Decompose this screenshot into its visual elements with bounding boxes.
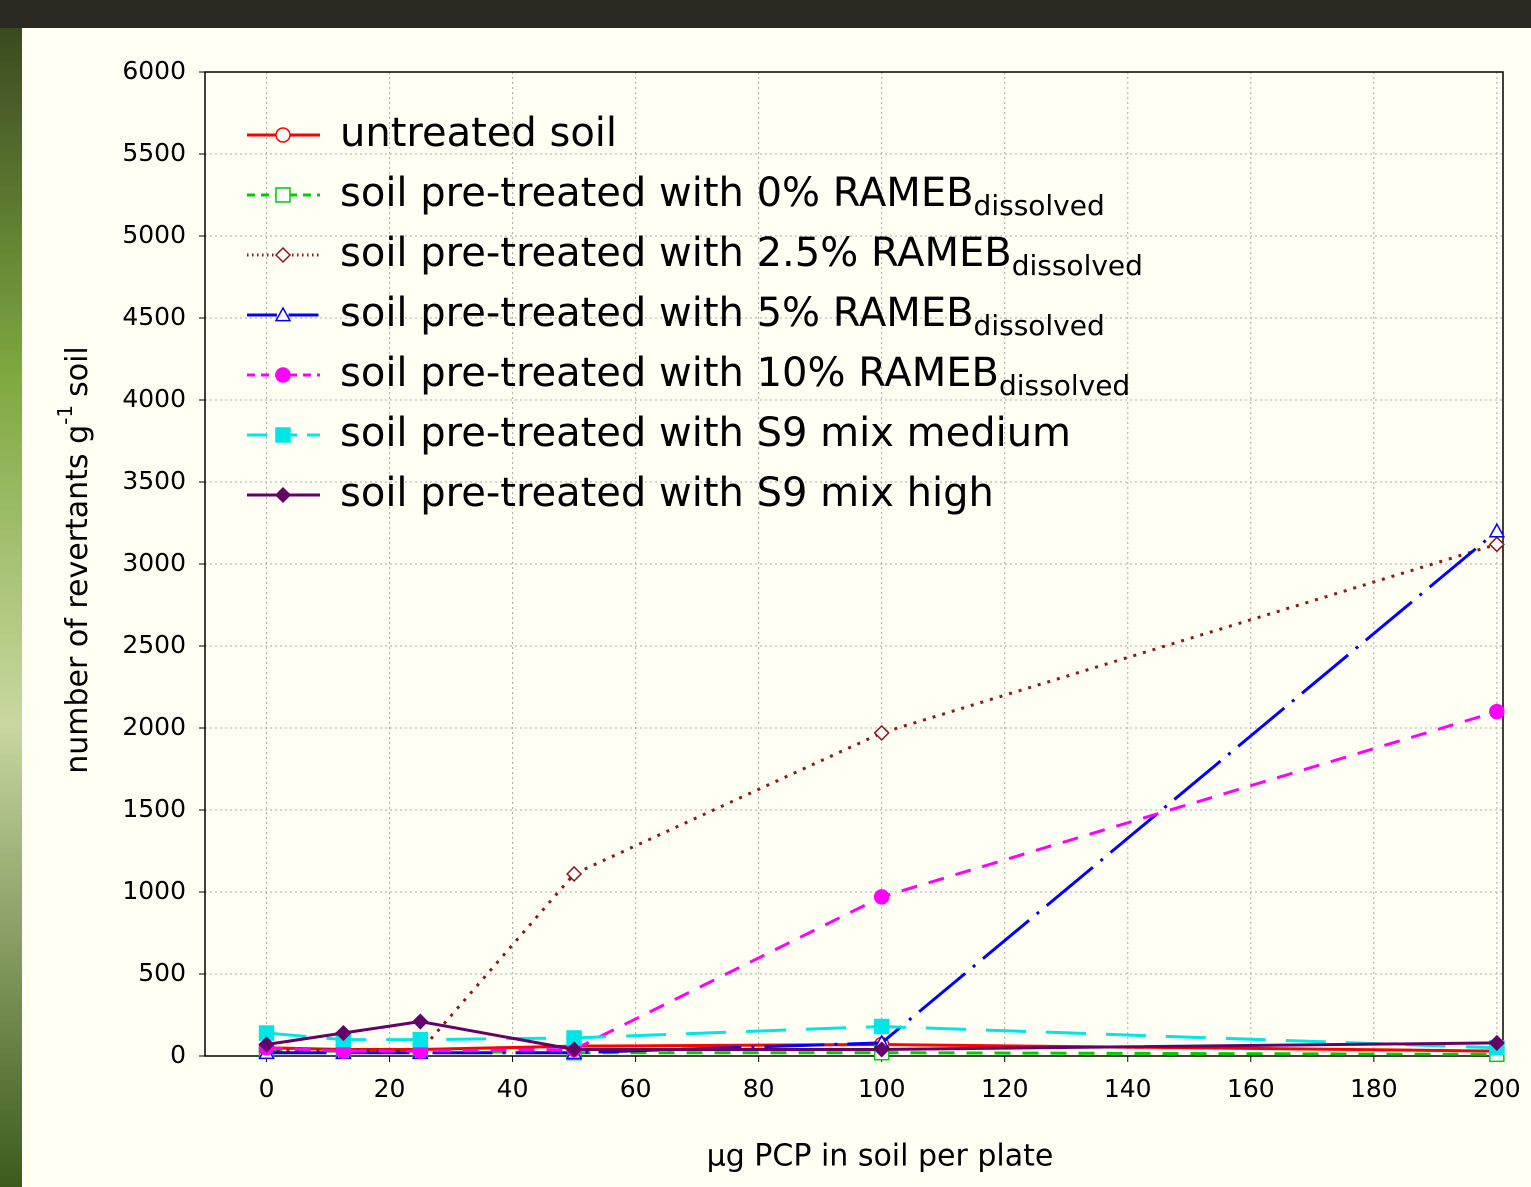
y-tick-label: 3000 (122, 548, 186, 577)
series-line (266, 1020, 1497, 1051)
marker (566, 865, 583, 883)
background-photo (0, 0, 1531, 28)
legend-name: soil pre-treated with 10% RAMEB (340, 350, 999, 396)
series-line (266, 1024, 1497, 1050)
marker (1488, 522, 1506, 538)
series-line (266, 710, 1498, 1053)
x-tick-label: 100 (858, 1074, 906, 1103)
y-tick-label: 5500 (122, 138, 186, 167)
series-line (266, 530, 1498, 1055)
legend-name: soil pre-treated with S9 mix high (340, 470, 994, 516)
y-tick-label: 4500 (122, 302, 186, 331)
legend-label: untreated soil (340, 110, 617, 156)
x-tick-label: 40 (497, 1074, 529, 1103)
marker (873, 1041, 890, 1058)
legend-label: soil pre-treated with S9 mix medium (340, 410, 1071, 456)
legend-marker (275, 187, 291, 203)
y-axis-title-sup: -1 (53, 405, 77, 425)
legend-label: soil pre-treated with 0% RAMEBdissolved (340, 170, 1105, 222)
legend-marker (275, 127, 291, 143)
legend-label: soil pre-treated with S9 mix high (340, 470, 994, 516)
legend-marker (274, 246, 292, 264)
legend-label: soil pre-treated with 5% RAMEBdissolved (340, 290, 1105, 342)
marker (873, 724, 890, 741)
legend-name: soil pre-treated with 2.5% RAMEB (340, 230, 1012, 276)
marker (566, 1041, 583, 1058)
x-tick-label: 200 (1473, 1074, 1521, 1103)
marker (1489, 703, 1505, 720)
y-tick-label: 2000 (122, 712, 186, 741)
legend-name: soil pre-treated with S9 mix medium (340, 410, 1071, 456)
marker (258, 1036, 275, 1053)
legend-subscript: dissolved (1012, 249, 1143, 282)
marker (1488, 536, 1505, 553)
y-tick-label: 5000 (122, 220, 186, 249)
y-tick-label: 500 (138, 958, 186, 987)
marker (873, 889, 890, 905)
y-tick-label: 2500 (122, 630, 186, 659)
y-axis-title-suffix: soil (60, 346, 95, 397)
legend-label: soil pre-treated with 10% RAMEBdissolved (340, 350, 1130, 402)
x-tick-label: 140 (1104, 1074, 1152, 1103)
y-tick-label: 0 (170, 1040, 186, 1069)
marker (412, 1013, 429, 1030)
legend-marker (274, 486, 292, 504)
panel (22, 28, 1531, 1187)
legend-label: soil pre-treated with 2.5% RAMEBdissolve… (340, 230, 1143, 282)
marker (873, 1018, 890, 1035)
legend-subscript: dissolved (974, 309, 1105, 342)
x-axis-title: µg PCP in soil per plate (707, 1139, 1054, 1174)
y-axis-title-main: number of revertants g (60, 425, 95, 774)
legend-subscript: dissolved (974, 189, 1105, 222)
y-tick-label: 4000 (122, 384, 186, 413)
y-axis-title: number of revertants g-1 soil (53, 346, 95, 774)
background-photo (0, 28, 22, 1187)
marker (335, 1024, 352, 1042)
y-tick-label: 3500 (122, 466, 186, 495)
series-line (266, 542, 1498, 1053)
legend-name: untreated soil (340, 110, 617, 156)
y-tick-label: 6000 (122, 56, 186, 85)
x-tick-label: 20 (374, 1074, 406, 1103)
legend-marker (275, 427, 291, 443)
legend-name: soil pre-treated with 5% RAMEB (340, 290, 974, 336)
legend-marker (274, 306, 292, 322)
y-tick-label: 1500 (122, 794, 186, 823)
legend-name: soil pre-treated with 0% RAMEB (340, 170, 974, 216)
x-tick-label: 60 (620, 1074, 652, 1103)
y-tick-label: 1000 (122, 876, 186, 905)
plot-frame (204, 71, 1504, 1057)
x-tick-label: 160 (1227, 1074, 1275, 1103)
legend-subscript: dissolved (999, 369, 1130, 402)
x-tick-label: 120 (981, 1074, 1029, 1103)
marker (1488, 1034, 1505, 1051)
x-tick-label: 0 (259, 1074, 275, 1103)
x-tick-label: 80 (743, 1074, 775, 1103)
marker (412, 1031, 429, 1048)
legend-marker (275, 367, 291, 383)
x-tick-label: 180 (1350, 1074, 1398, 1103)
